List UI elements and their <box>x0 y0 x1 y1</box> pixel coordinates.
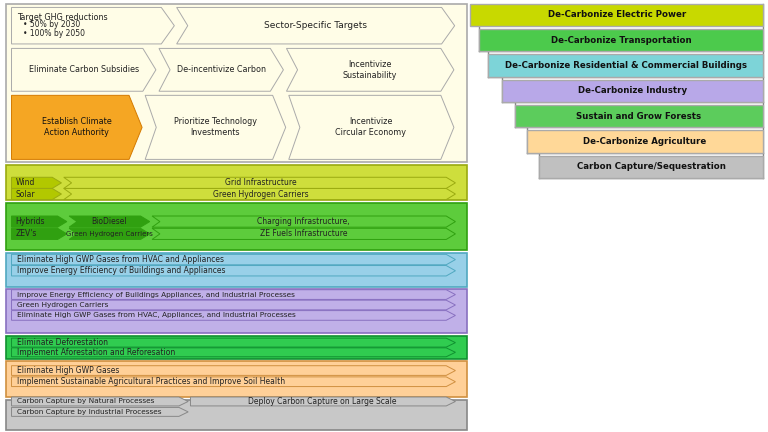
Polygon shape <box>12 7 174 44</box>
Text: ZE Fuels Infrastructure: ZE Fuels Infrastructure <box>260 229 347 238</box>
Text: Green Hydrogen Carriers: Green Hydrogen Carriers <box>214 190 309 199</box>
Polygon shape <box>12 348 455 357</box>
Text: Carbon Capture by Natural Processes: Carbon Capture by Natural Processes <box>17 398 154 404</box>
Text: Target GHG reductions: Target GHG reductions <box>17 13 108 22</box>
Text: De-Carbonize Electric Power: De-Carbonize Electric Power <box>548 10 686 19</box>
Polygon shape <box>12 48 156 91</box>
Text: Green Hydrogen Carriers: Green Hydrogen Carriers <box>17 302 108 308</box>
FancyBboxPatch shape <box>502 79 763 102</box>
FancyBboxPatch shape <box>515 105 763 127</box>
Text: Sector-Specific Targets: Sector-Specific Targets <box>264 21 367 30</box>
Text: Charging Infrastructure,: Charging Infrastructure, <box>257 217 349 226</box>
Polygon shape <box>12 407 188 416</box>
Polygon shape <box>12 216 67 227</box>
Polygon shape <box>12 338 455 347</box>
Polygon shape <box>64 188 455 200</box>
Text: Solar: Solar <box>15 190 35 199</box>
Text: Wind: Wind <box>15 178 35 187</box>
FancyBboxPatch shape <box>6 253 467 287</box>
FancyBboxPatch shape <box>6 289 467 334</box>
Text: Prioritize Technology
Investments: Prioritize Technology Investments <box>174 118 257 137</box>
Text: Eliminate Deforestation: Eliminate Deforestation <box>17 338 108 347</box>
Text: Green Hydrogen Carriers: Green Hydrogen Carriers <box>65 231 153 237</box>
FancyBboxPatch shape <box>6 400 467 430</box>
Polygon shape <box>12 397 188 406</box>
FancyBboxPatch shape <box>539 156 763 178</box>
Polygon shape <box>286 48 454 91</box>
Polygon shape <box>289 95 454 159</box>
Polygon shape <box>12 188 61 200</box>
Polygon shape <box>152 228 455 239</box>
Polygon shape <box>145 95 286 159</box>
Text: De-Carbonize Residential & Commercial Buildings: De-Carbonize Residential & Commercial Bu… <box>505 61 747 70</box>
Text: Hybrids: Hybrids <box>15 217 45 226</box>
Text: Eliminate High GWP Gases from HVAC, Appliances, and Industrial Processes: Eliminate High GWP Gases from HVAC, Appl… <box>17 312 296 318</box>
Text: • 100% by 2050: • 100% by 2050 <box>23 29 85 38</box>
Polygon shape <box>12 266 455 276</box>
Text: De-incentivize Carbon: De-incentivize Carbon <box>177 65 266 74</box>
FancyBboxPatch shape <box>6 336 467 359</box>
Text: Incentivize
Circular Economy: Incentivize Circular Economy <box>336 118 406 137</box>
FancyBboxPatch shape <box>6 361 467 397</box>
Polygon shape <box>12 95 142 159</box>
Text: Eliminate High GWP Gases from HVAC and Appliances: Eliminate High GWP Gases from HVAC and A… <box>17 255 224 264</box>
Polygon shape <box>190 397 455 406</box>
FancyBboxPatch shape <box>6 203 467 250</box>
Polygon shape <box>152 216 455 227</box>
Text: • 50% by 2030: • 50% by 2030 <box>23 20 81 29</box>
Polygon shape <box>12 377 455 387</box>
FancyBboxPatch shape <box>479 29 763 51</box>
Text: Sustain and Grow Forests: Sustain and Grow Forests <box>577 112 701 121</box>
Polygon shape <box>12 177 61 188</box>
Text: Improve Energy Efficiency of Buildings Appliances, and Industrial Processes: Improve Energy Efficiency of Buildings A… <box>17 292 295 298</box>
Text: Eliminate High GWP Gases: Eliminate High GWP Gases <box>17 366 119 375</box>
Text: Carbon Capture by Industrial Processes: Carbon Capture by Industrial Processes <box>17 409 161 415</box>
Text: De-Carbonize Industry: De-Carbonize Industry <box>578 86 687 95</box>
Polygon shape <box>177 7 455 44</box>
Text: Establish Climate
Action Authority: Establish Climate Action Authority <box>42 118 111 137</box>
Text: ZEV's: ZEV's <box>15 229 37 238</box>
Polygon shape <box>12 228 67 239</box>
Text: Improve Energy Efficiency of Buildings and Appliances: Improve Energy Efficiency of Buildings a… <box>17 266 225 275</box>
Polygon shape <box>64 177 455 188</box>
FancyBboxPatch shape <box>6 165 467 200</box>
FancyBboxPatch shape <box>527 130 763 152</box>
Polygon shape <box>159 48 283 91</box>
Text: Carbon Capture/Sequestration: Carbon Capture/Sequestration <box>577 162 726 172</box>
Text: Grid Infrastructure: Grid Infrastructure <box>225 178 297 187</box>
Polygon shape <box>12 254 455 265</box>
FancyBboxPatch shape <box>470 4 763 26</box>
Polygon shape <box>12 290 455 299</box>
Polygon shape <box>69 228 150 239</box>
Polygon shape <box>12 300 455 310</box>
Text: Incentivize
Sustainability: Incentivize Sustainability <box>343 60 397 80</box>
FancyBboxPatch shape <box>488 54 763 77</box>
Text: De-Carbonize Transportation: De-Carbonize Transportation <box>551 36 692 45</box>
Text: Implement Aforestation and Reforesation: Implement Aforestation and Reforesation <box>17 348 175 357</box>
FancyBboxPatch shape <box>6 4 467 162</box>
Polygon shape <box>12 311 455 320</box>
Polygon shape <box>69 216 150 227</box>
Text: BioDiesel: BioDiesel <box>91 217 127 226</box>
Text: Eliminate Carbon Subsidies: Eliminate Carbon Subsidies <box>28 65 139 74</box>
Text: De-Carbonize Agriculture: De-Carbonize Agriculture <box>584 137 707 146</box>
Polygon shape <box>12 366 455 375</box>
Text: Deploy Carbon Capture on Large Scale: Deploy Carbon Capture on Large Scale <box>248 397 397 406</box>
Text: Implement Sustainable Agricultural Practices and Improve Soil Health: Implement Sustainable Agricultural Pract… <box>17 377 285 386</box>
